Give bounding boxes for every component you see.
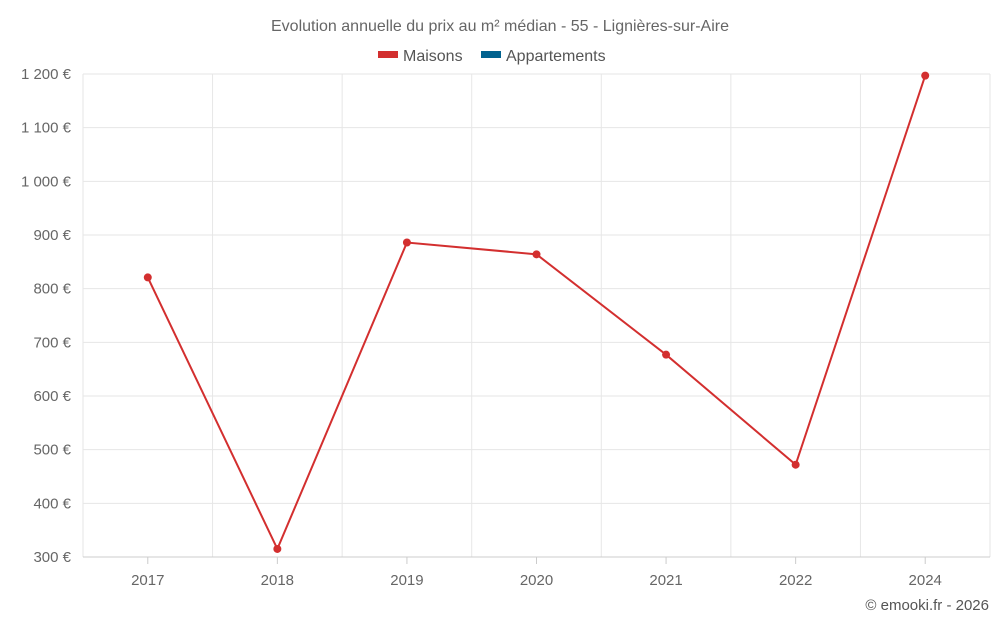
y-tick-label: 1 000 € [21, 173, 72, 190]
x-tick-label: 2021 [649, 572, 682, 589]
y-tick-label: 1 200 € [21, 66, 72, 83]
chart-title: Evolution annuelle du prix au m² médian … [271, 18, 729, 35]
y-tick-label: 600 € [33, 388, 71, 405]
legend-swatch-appartements [481, 51, 501, 58]
data-point-maisons[interactable] [273, 544, 282, 553]
data-point-maisons[interactable] [791, 460, 800, 469]
x-tick-label: 2017 [131, 572, 164, 589]
grid [82, 73, 991, 557]
y-tick-label: 500 € [33, 442, 71, 459]
y-tick-label: 900 € [33, 227, 71, 244]
y-tick-label: 1 100 € [21, 120, 72, 137]
y-tick-label: 700 € [33, 334, 71, 351]
data-point-maisons[interactable] [921, 71, 930, 80]
y-tick-label: 800 € [33, 281, 71, 298]
series [143, 71, 930, 553]
series-line-maisons [146, 75, 927, 552]
data-point-maisons[interactable] [662, 350, 671, 359]
x-tick-label: 2020 [520, 572, 553, 589]
axes: 300 € 400 € 500 € 600 € 700 € 800 € 900 € 1 000… [21, 66, 990, 589]
x-tick-label: 2019 [390, 572, 423, 589]
legend-label-appartements[interactable]: Appartements [506, 48, 606, 65]
x-tick-label: 2022 [779, 572, 812, 589]
data-point-maisons[interactable] [402, 238, 411, 247]
legend-label-maisons[interactable]: Maisons [403, 48, 463, 65]
x-tick-label: 2024 [909, 572, 942, 589]
data-point-maisons[interactable] [143, 273, 152, 282]
y-tick-label: 400 € [33, 495, 71, 512]
y-tick-label: 300 € [33, 549, 71, 566]
credit-text: © emooki.fr - 2026 [865, 597, 989, 614]
x-tick-label: 2018 [261, 572, 294, 589]
legend[interactable]: Maisons Appartements [378, 48, 606, 65]
legend-swatch-maisons [378, 51, 398, 58]
data-point-maisons[interactable] [532, 250, 541, 259]
